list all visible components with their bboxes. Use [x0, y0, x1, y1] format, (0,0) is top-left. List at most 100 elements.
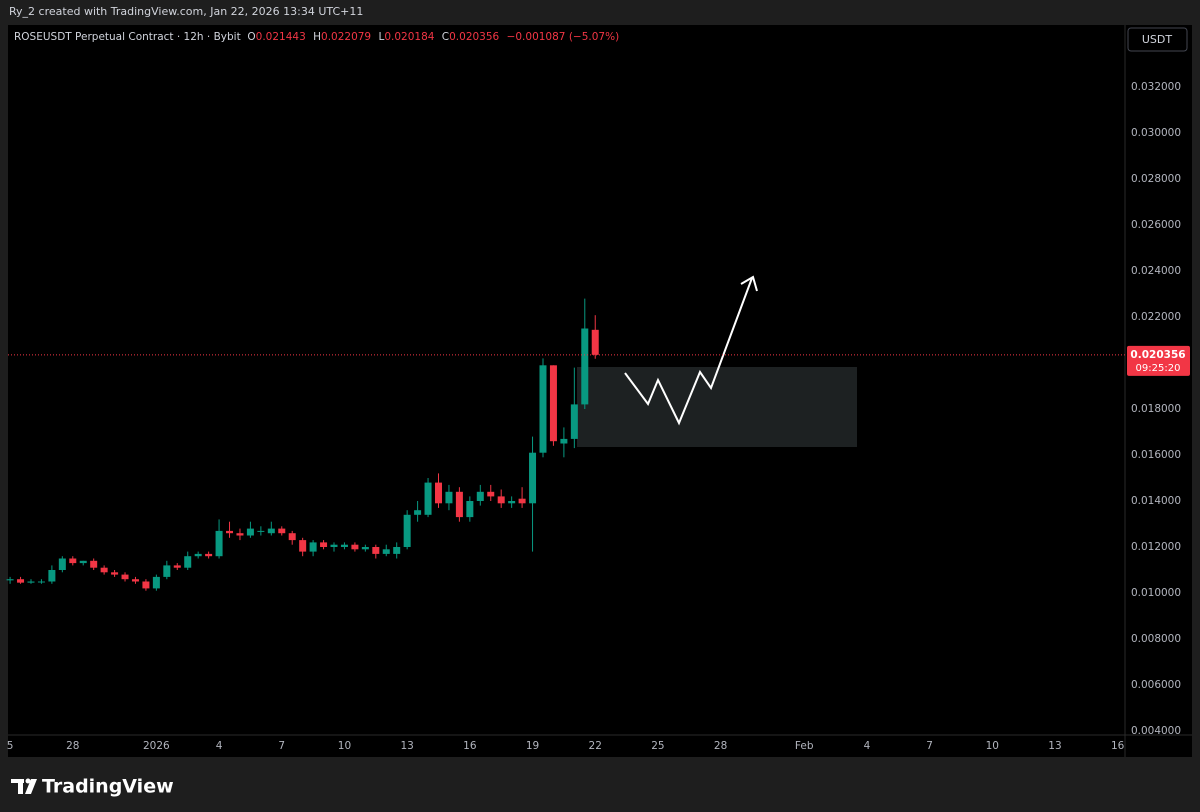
candle-body	[549, 365, 557, 442]
candle-body	[330, 544, 338, 548]
candle-body	[236, 533, 244, 536]
drawn-arrowhead	[740, 275, 758, 292]
candle-body	[497, 496, 505, 504]
candle-body	[529, 452, 537, 504]
candle-body	[58, 558, 66, 571]
candle-body	[142, 581, 150, 589]
candle-body	[539, 365, 547, 453]
candle-body	[372, 547, 380, 554]
candle-body	[309, 542, 317, 552]
candle-body	[351, 544, 359, 550]
y-tick-label: 0.006000	[1131, 679, 1181, 691]
chart-title: ROSEUSDT Perpetual Contract · 12h · Bybi…	[14, 31, 241, 43]
ohlc-value: 0.022079	[321, 31, 372, 43]
candle-body	[163, 565, 171, 577]
last-price-box	[1127, 345, 1190, 376]
candle-body	[278, 528, 286, 534]
candle-body	[320, 542, 328, 548]
candle-body	[205, 553, 213, 557]
candle-body	[48, 570, 56, 582]
candle-body	[100, 567, 108, 573]
candle-body	[69, 558, 77, 564]
x-tick-label: 28	[714, 740, 727, 752]
y-tick-label: 0.004000	[1131, 725, 1181, 737]
legend: ROSEUSDT Perpetual Contract · 12h · Bybi…	[14, 31, 623, 43]
candle-body	[476, 491, 484, 502]
candle-body	[591, 329, 599, 355]
x-tick-label: 13	[1048, 740, 1061, 752]
attribution: Ry_2 created with TradingView.com, Jan 2…	[9, 5, 364, 18]
x-tick-label: 7	[278, 740, 285, 752]
candle-body	[518, 498, 526, 504]
countdown-label: 09:25:20	[1136, 363, 1181, 374]
y-tick-label: 0.012000	[1131, 541, 1181, 553]
logo-part	[25, 778, 31, 784]
ohlc-value: 0.021443	[255, 31, 306, 43]
x-tick-label: 16	[463, 740, 477, 752]
ohlc-key: C	[441, 31, 450, 43]
x-tick-label: 7	[926, 740, 933, 752]
candle-body	[570, 404, 578, 439]
ohlc-key: O	[247, 31, 256, 43]
candle-body	[79, 560, 87, 564]
y-tick-label: 0.022000	[1131, 311, 1181, 323]
candle-body	[17, 579, 25, 583]
currency-button[interactable]	[1127, 27, 1188, 52]
candle-body	[361, 547, 369, 550]
candle-body	[445, 491, 453, 504]
candle-body	[226, 530, 234, 534]
y-tick-label: 0.026000	[1131, 219, 1181, 231]
candle-body	[194, 553, 202, 557]
x-tick-label: 28	[66, 740, 79, 752]
x-tick-label: 4	[864, 740, 871, 752]
x-tick-label: 2026	[143, 740, 170, 752]
candle-body	[414, 510, 422, 515]
candle-body	[393, 547, 401, 554]
x-tick-label: 22	[589, 740, 602, 752]
candle-body	[173, 565, 181, 568]
x-tick-label: 25	[651, 740, 664, 752]
x-tick-label: 10	[338, 740, 351, 752]
candle-body	[403, 514, 411, 548]
y-tick-label: 0.016000	[1131, 449, 1181, 461]
x-tick-label: 5	[7, 740, 14, 752]
ohlc-value: 0.020356	[449, 31, 500, 43]
y-tick-label: 0.008000	[1131, 633, 1181, 645]
candle-body	[37, 581, 45, 583]
candle-body	[152, 576, 160, 589]
y-tick-label: 0.028000	[1131, 173, 1181, 185]
currency-label[interactable]: USDT	[1142, 33, 1173, 46]
candle-body	[257, 530, 265, 532]
x-tick-label: 10	[986, 740, 999, 752]
x-tick-label: Feb	[795, 740, 814, 752]
ohlc-key: H	[313, 31, 322, 43]
candle-body	[90, 560, 98, 568]
y-tick-label: 0.018000	[1131, 403, 1181, 415]
candle-body	[215, 530, 223, 557]
candle-body	[340, 544, 348, 548]
x-tick-label: 13	[400, 740, 413, 752]
candle-body	[455, 491, 463, 518]
candle-body	[560, 438, 568, 444]
candle-body	[184, 556, 192, 568]
y-tick-label: 0.030000	[1131, 127, 1181, 139]
candle-body	[288, 533, 296, 541]
y-tick-label: 0.032000	[1131, 81, 1181, 93]
logo-part	[25, 779, 37, 794]
candle-body	[111, 572, 119, 575]
candle-body	[581, 328, 589, 405]
x-tick-label: 19	[526, 740, 539, 752]
change: −0.001087 (−5.07%)	[506, 31, 620, 43]
candle-body	[382, 549, 390, 554]
candle-body	[6, 579, 14, 581]
candle-body	[267, 528, 275, 534]
candle-body	[434, 482, 442, 504]
last-price-label: 0.020356	[1130, 349, 1185, 361]
candle-body	[299, 540, 307, 552]
candle-body	[466, 501, 474, 518]
logo-part	[18, 779, 23, 794]
ohlc-key: L	[378, 31, 385, 43]
x-tick-label: 4	[216, 740, 223, 752]
